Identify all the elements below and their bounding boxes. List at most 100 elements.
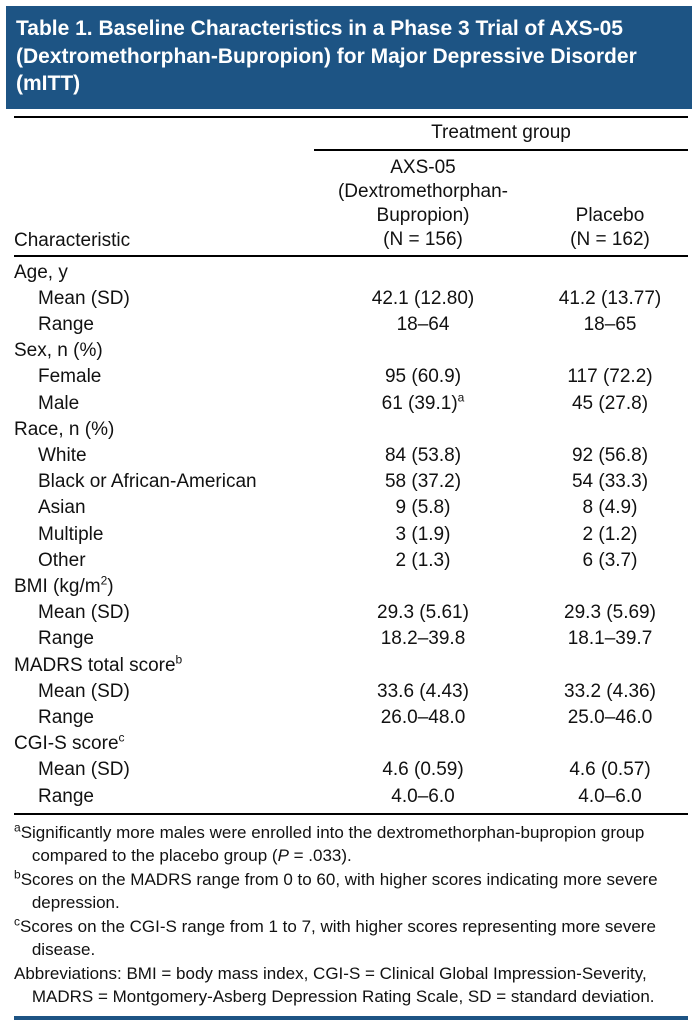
row-label: Range bbox=[38, 628, 94, 650]
table-row: BMI (kg/m2) bbox=[14, 574, 688, 600]
row-label: Female bbox=[38, 366, 102, 388]
axs05-value: 26.0–48.0 bbox=[380, 706, 466, 728]
italic-p: P bbox=[277, 845, 289, 865]
table-row: Other 2 (1.3) 6 (3.7) bbox=[14, 548, 688, 574]
axs05-value: 29.3 (5.61) bbox=[377, 602, 469, 624]
axs05-value bbox=[314, 731, 532, 757]
axs05-value: 4.6 (0.59) bbox=[382, 759, 464, 781]
row-label: Mean (SD) bbox=[38, 759, 130, 781]
footnote-rule bbox=[14, 812, 688, 815]
placebo-header-line: Placebo bbox=[575, 204, 645, 226]
axs05-value: 2 (1.3) bbox=[395, 549, 451, 571]
table-row: Male 61 (39.1)a 45 (27.8) bbox=[14, 391, 688, 417]
row-label: White bbox=[38, 444, 87, 466]
placebo-value bbox=[532, 338, 688, 364]
footnote-b-marker: b bbox=[14, 867, 21, 882]
row-label: Asian bbox=[38, 497, 86, 519]
footnote-c: cScores on the CGI-S range from 1 to 7, … bbox=[14, 914, 656, 959]
placebo-value: 41.2 (13.77) bbox=[558, 287, 662, 309]
row-label: CGI-S scorec bbox=[14, 730, 125, 755]
table-row: Female 95 (60.9) 117 (72.2) bbox=[14, 364, 688, 390]
table-row: Asian 9 (5.8) 8 (4.9) bbox=[14, 495, 688, 521]
row-label: Mean (SD) bbox=[38, 680, 130, 702]
bottom-accent-rule bbox=[14, 1015, 688, 1020]
placebo-value: 18.1–39.7 bbox=[567, 628, 653, 650]
placebo-value bbox=[532, 260, 688, 286]
axs05-header-n: (N = 156) bbox=[383, 228, 463, 250]
axs05-header-line: AXS-05 bbox=[390, 156, 456, 178]
axs05-value: 18–64 bbox=[396, 313, 450, 335]
axs05-header-line: Bupropion) bbox=[376, 204, 470, 226]
axs05-value: 61 (39.1)a bbox=[381, 390, 465, 414]
axs05-value bbox=[314, 417, 532, 443]
axs05-value: 95 (60.9) bbox=[384, 366, 462, 388]
placebo-value: 54 (33.3) bbox=[571, 471, 649, 493]
table-row: Range 26.0–48.0 25.0–46.0 bbox=[14, 705, 688, 731]
footnote-marker-a: a bbox=[457, 390, 465, 405]
placebo-value: 6 (3.7) bbox=[582, 549, 638, 571]
table-row: MADRS total scoreb bbox=[14, 653, 688, 679]
table-title: Table 1. Baseline Characteristics in a P… bbox=[6, 6, 692, 109]
row-label: Multiple bbox=[38, 523, 104, 545]
row-label: Male bbox=[38, 392, 80, 414]
axs05-value: 3 (1.9) bbox=[395, 523, 451, 545]
table-row: Black or African-American 58 (37.2) 54 (… bbox=[14, 469, 688, 495]
placebo-header-n: (N = 162) bbox=[570, 228, 650, 250]
row-label: Range bbox=[38, 785, 94, 807]
axs05-value: 9 (5.8) bbox=[395, 497, 451, 519]
placebo-value: 8 (4.9) bbox=[582, 497, 638, 519]
characteristic-header: Characteristic bbox=[14, 229, 131, 251]
table-row: Age, y bbox=[14, 260, 688, 286]
row-label: MADRS total scoreb bbox=[14, 652, 183, 676]
placebo-value: 18–65 bbox=[583, 313, 637, 335]
axs05-value: 18.2–39.8 bbox=[380, 628, 466, 650]
table-body: Treatment group Characteristic AXS-05 (D… bbox=[6, 115, 692, 1020]
axs05-value bbox=[314, 653, 532, 679]
axs05-value bbox=[314, 260, 532, 286]
placebo-column-header: Placebo (N = 162) bbox=[532, 156, 688, 255]
footnotes: aSignificantly more males were enrolled … bbox=[14, 815, 688, 1008]
axs05-value: 42.1 (12.80) bbox=[371, 287, 475, 309]
table-row: Race, n (%) bbox=[14, 417, 688, 443]
column-header-row: Characteristic AXS-05 (Dextromethorphan-… bbox=[14, 151, 688, 255]
axs05-value: 33.6 (4.43) bbox=[377, 680, 469, 702]
placebo-value bbox=[532, 417, 688, 443]
axs05-value bbox=[314, 574, 532, 600]
row-label: Black or African-American bbox=[38, 471, 257, 493]
placebo-value: 4.6 (0.57) bbox=[569, 759, 651, 781]
placebo-value: 25.0–46.0 bbox=[567, 706, 653, 728]
row-label: Mean (SD) bbox=[38, 602, 130, 624]
axs05-value: 84 (53.8) bbox=[384, 444, 462, 466]
footnote-c-marker: c bbox=[14, 914, 20, 929]
axs05-value bbox=[314, 338, 532, 364]
header-rule bbox=[14, 254, 688, 257]
placebo-value bbox=[532, 653, 688, 679]
axs05-value: 58 (37.2) bbox=[384, 471, 462, 493]
table-row: Mean (SD) 4.6 (0.59) 4.6 (0.57) bbox=[14, 757, 688, 783]
table-rows: Age, y Mean (SD) 42.1 (12.80) 41.2 (13.7… bbox=[14, 257, 688, 813]
treatment-group-header: Treatment group bbox=[314, 118, 688, 151]
row-label: Other bbox=[38, 549, 86, 571]
top-rule bbox=[14, 115, 688, 118]
axs05-column-header: AXS-05 (Dextromethorphan- Bupropion) (N … bbox=[314, 156, 532, 255]
table-row: Mean (SD) 42.1 (12.80) 41.2 (13.77) bbox=[14, 286, 688, 312]
axs05-header-line: (Dextromethorphan- bbox=[337, 180, 509, 202]
row-label: Range bbox=[38, 706, 94, 728]
row-label: Age, y bbox=[14, 261, 68, 283]
footnote-marker-c: c bbox=[118, 730, 125, 745]
footnote-b: bScores on the MADRS range from 0 to 60,… bbox=[14, 867, 658, 912]
placebo-value: 2 (1.2) bbox=[582, 523, 638, 545]
row-label: Range bbox=[38, 313, 94, 335]
table-row: CGI-S scorec bbox=[14, 731, 688, 757]
footnote-a: aSignificantly more males were enrolled … bbox=[14, 820, 645, 865]
treatment-group-row: Treatment group bbox=[14, 118, 688, 151]
row-label: BMI (kg/m2) bbox=[14, 573, 114, 597]
superscript-2: 2 bbox=[100, 573, 108, 588]
table-row: Sex, n (%) bbox=[14, 338, 688, 364]
table-row: Range 4.0–6.0 4.0–6.0 bbox=[14, 784, 688, 810]
placebo-value: 33.2 (4.36) bbox=[564, 680, 656, 702]
table-row: Mean (SD) 29.3 (5.61) 29.3 (5.69) bbox=[14, 600, 688, 626]
table-row: Range 18.2–39.8 18.1–39.7 bbox=[14, 626, 688, 652]
footnote-marker-b: b bbox=[175, 652, 183, 667]
